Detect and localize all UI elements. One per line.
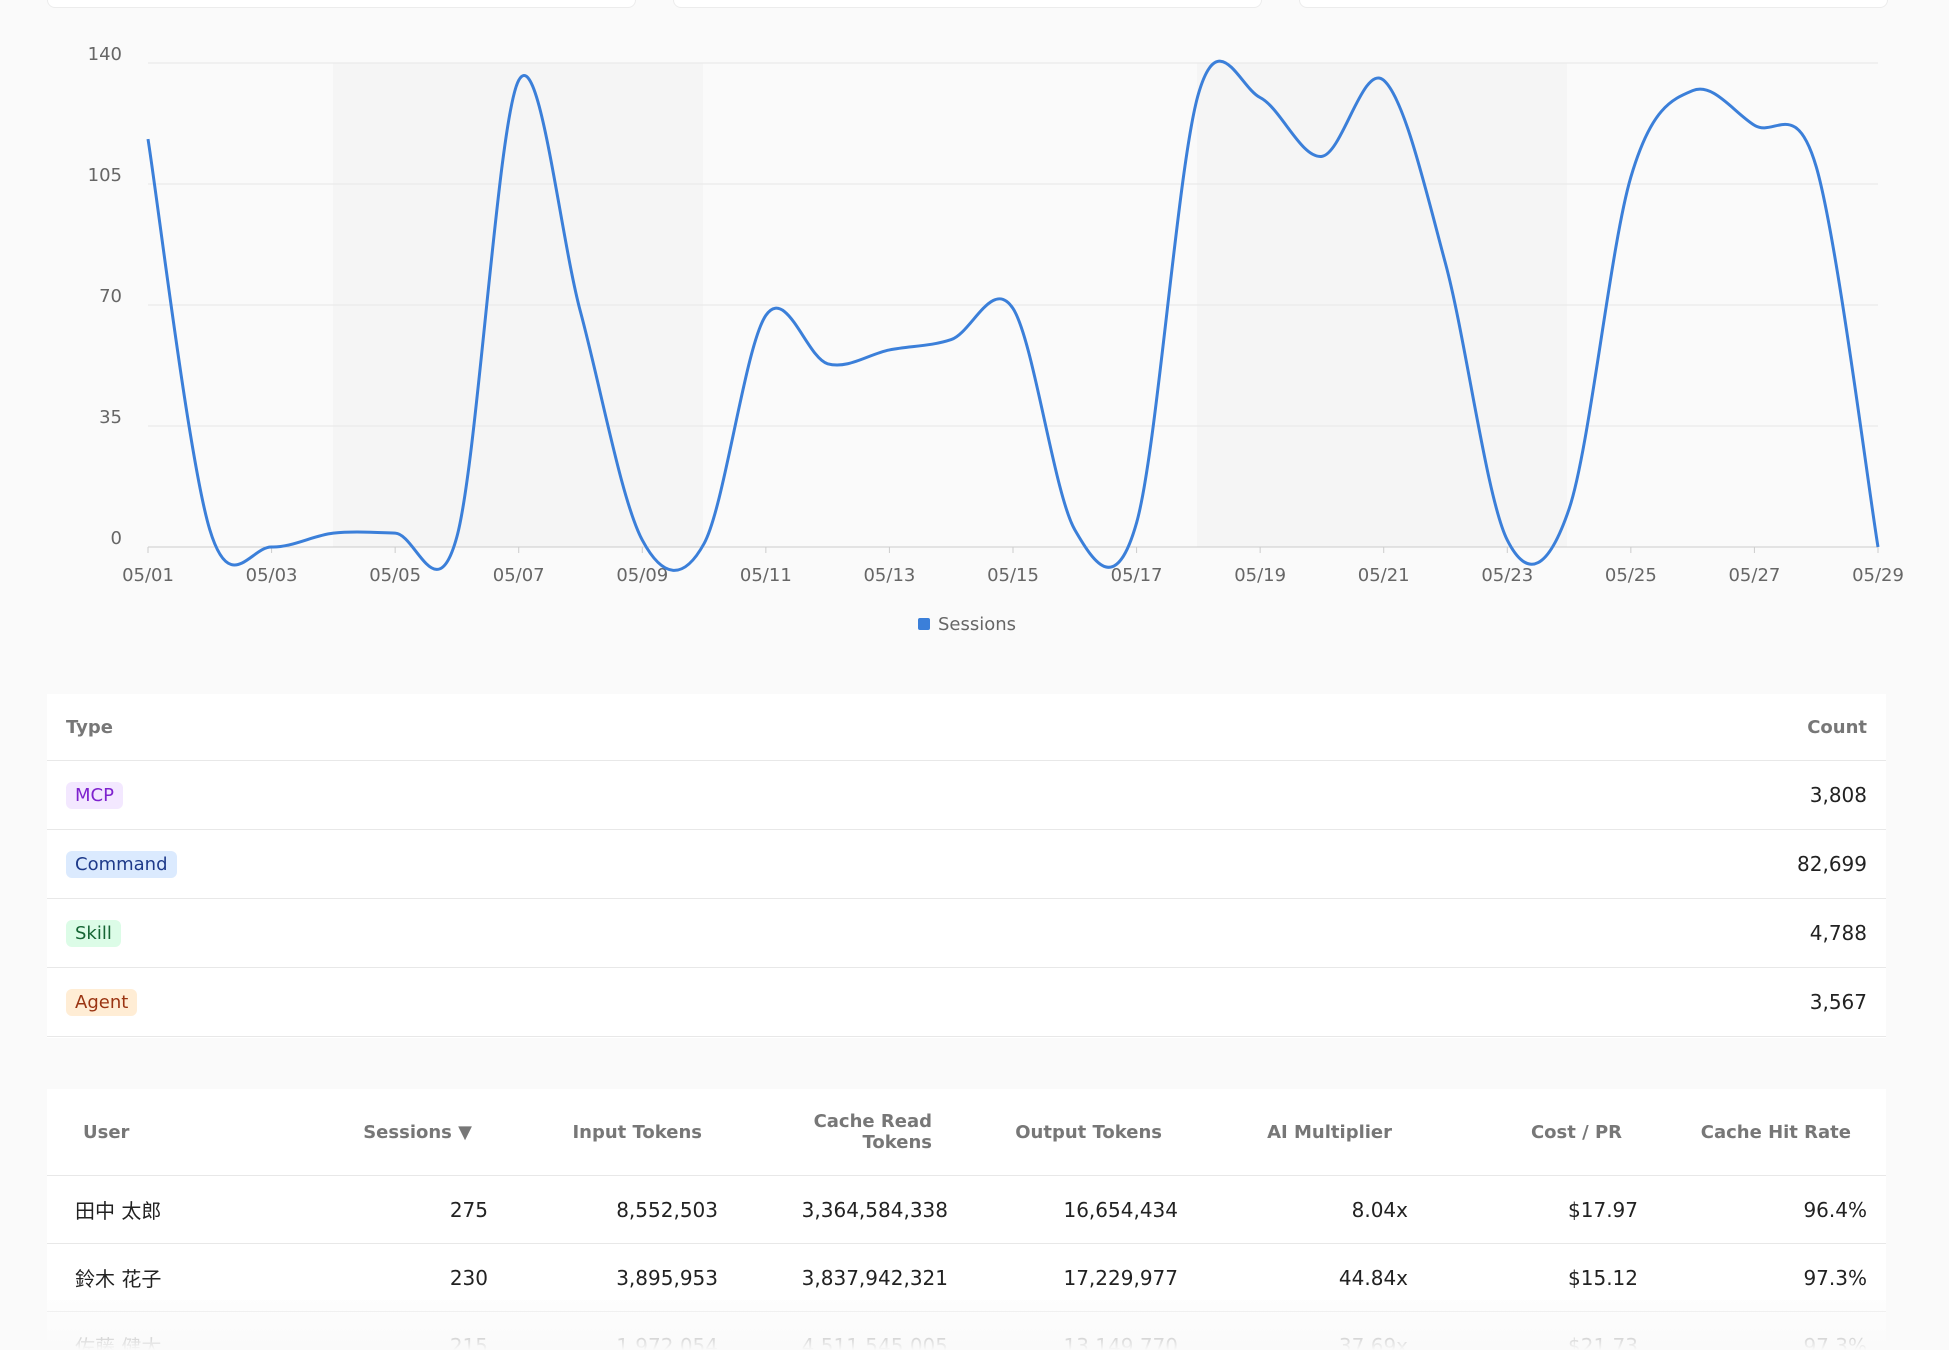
table-row: 田中 太郎 275 8,552,503 3,364,584,338 16,654,434… [47, 1176, 1886, 1244]
cell: 82,699 [1797, 852, 1867, 876]
type-badge: Agent [66, 988, 138, 1016]
cell: 鈴木 花子 [75, 1267, 162, 1291]
x-tick-label: 05/25 [1605, 565, 1657, 586]
y-tick-label: 35 [99, 407, 122, 428]
x-tick-label: 05/29 [1852, 565, 1904, 586]
chart: 0 35 70 105 140 05/01 05/03 05/05 05/07 05/09 05/1… [88, 44, 1904, 635]
header-cell: Output Tokens [1015, 1121, 1162, 1143]
cell: 3,567 [1809, 990, 1867, 1014]
cell: Command [66, 830, 177, 898]
y-tick-label: 140 [88, 44, 122, 65]
type-badge: Command [66, 850, 177, 878]
x-tick-label: 05/15 [987, 565, 1039, 586]
header-cell: Cache Read Tokens [813, 1111, 932, 1153]
cell: $15.12 [1568, 1265, 1638, 1290]
table-row: MCP 3,808 [47, 761, 1886, 830]
cell: 田中 太郎 [75, 1199, 162, 1223]
x-tick-label: 05/03 [246, 565, 298, 586]
legend-swatch [918, 618, 930, 630]
cell: 17,229,977 [1063, 1265, 1178, 1290]
header-cell: Input Tokens [572, 1121, 702, 1143]
x-tick-label: 05/27 [1728, 565, 1780, 586]
y-tick-label: 70 [99, 286, 122, 307]
cell: 230 [449, 1265, 488, 1290]
x-tick-label: 05/21 [1358, 565, 1410, 586]
header-cell: User [83, 1121, 130, 1143]
table-row: Command 82,699 [47, 830, 1886, 899]
legend-label: Sessions [938, 614, 1016, 635]
header-cell: Type [66, 716, 113, 738]
type-badge: Skill [66, 919, 121, 947]
cell: 3,837,942,321 [801, 1265, 948, 1290]
x-tick-label: 05/01 [122, 565, 174, 586]
x-tick-label: 05/13 [863, 565, 915, 586]
header-row: User Sessions ▼ Input Tokens Cache Read Tok… [47, 1089, 1886, 1176]
line [146, 59, 1880, 572]
type-badge: MCP [66, 781, 123, 809]
y-tick-label: 0 [111, 528, 122, 549]
cell: 3,895,953 [616, 1265, 718, 1290]
header-cell: Cost / PR [1530, 1121, 1622, 1143]
header-cell: AI Multiplier [1267, 1121, 1392, 1143]
x-tick-label: 05/11 [740, 565, 792, 586]
cell: 275 [449, 1197, 488, 1222]
header-row: Type Count [47, 694, 1886, 761]
y-tick-label: 105 [88, 165, 122, 186]
cell: 16,654,434 [1063, 1197, 1178, 1222]
header-cell: Sessions ▼ [363, 1121, 472, 1143]
cell: 97.3% [1803, 1265, 1867, 1290]
cell: 3,364,584,338 [801, 1197, 948, 1222]
fade [0, 1300, 1949, 1350]
cell: 96.4% [1803, 1197, 1867, 1222]
x-tick-label: 05/17 [1111, 565, 1163, 586]
x-tick-label: 05/23 [1481, 565, 1533, 586]
x-tick-label: 05/09 [616, 565, 668, 586]
cell: 3,808 [1809, 783, 1867, 807]
header-cell: Cache Hit Rate [1700, 1121, 1851, 1143]
cell: 44.84x [1338, 1265, 1408, 1290]
cell: 4,788 [1809, 921, 1867, 945]
cell: Skill [66, 899, 121, 967]
cell: MCP [66, 761, 123, 829]
header-cell: Count [1807, 716, 1867, 738]
cell: $17.97 [1568, 1197, 1638, 1222]
x-tick-label: 05/05 [369, 565, 421, 586]
table-row: Skill 4,788 [47, 899, 1886, 968]
type-table: Type Count MCP 3,808 Command 82,699 Skill 4,788… [47, 694, 1886, 1038]
cell: 8.04x [1351, 1197, 1408, 1222]
x-tick-label: 05/19 [1234, 565, 1286, 586]
x-tick-label: 05/07 [493, 565, 545, 586]
cell: 8,552,503 [616, 1197, 718, 1222]
table-row: Agent 3,567 [47, 968, 1886, 1037]
cell: Agent [66, 968, 138, 1036]
